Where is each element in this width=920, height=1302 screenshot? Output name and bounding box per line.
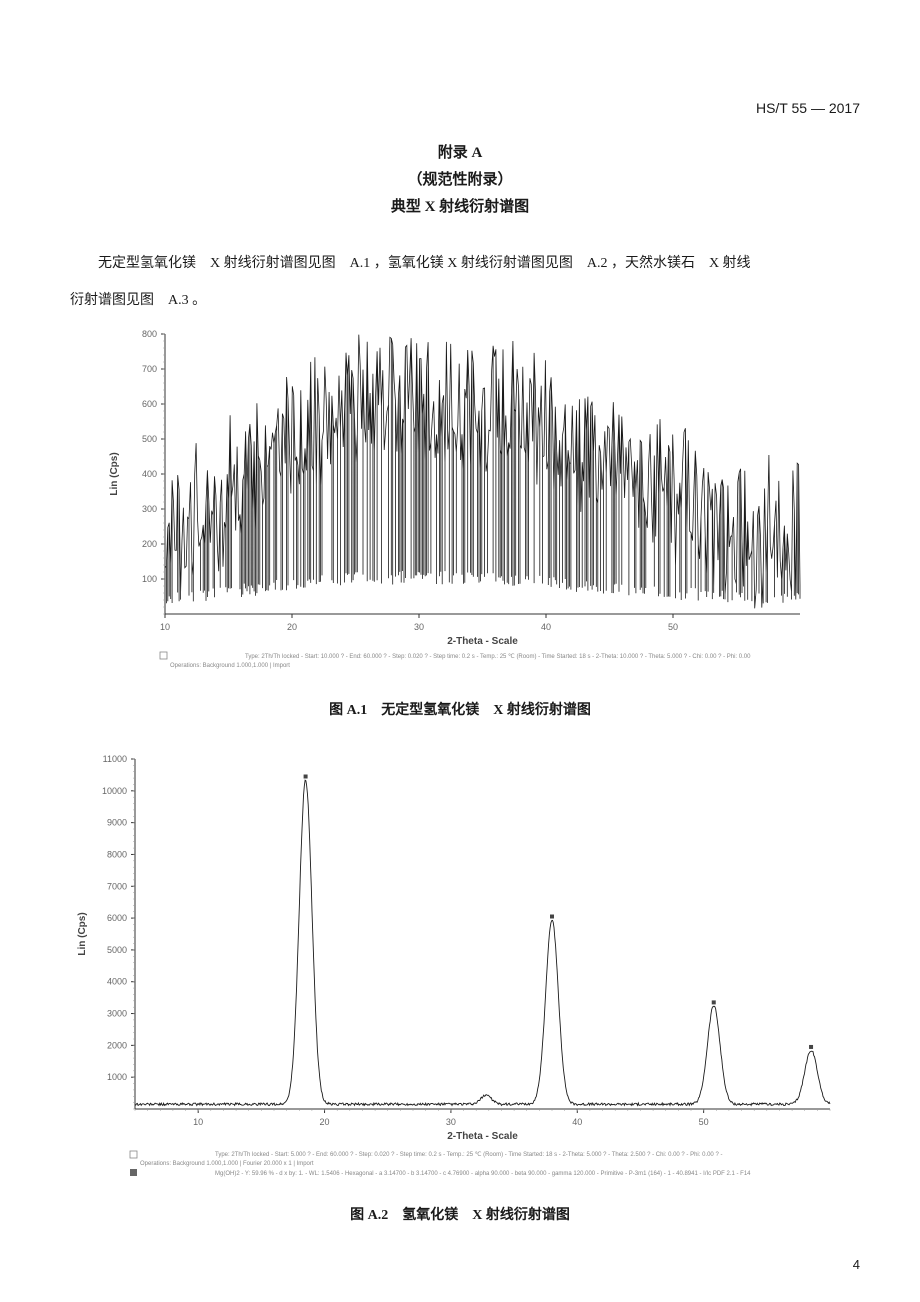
svg-text:Operations: Background 1.000,1: Operations: Background 1.000,1.000 | Fou… xyxy=(140,1161,314,1167)
document-code: HS/T 55 — 2017 xyxy=(756,100,860,116)
svg-text:30: 30 xyxy=(446,1117,456,1127)
svg-text:30: 30 xyxy=(414,622,424,632)
intro-paragraph-line2: 衍射谱图见图 A.3 。 xyxy=(60,288,860,315)
figure-a1-caption: 图 A.1 无定型氢氧化镁 X 射线衍射谱图 xyxy=(60,699,860,719)
svg-text:20: 20 xyxy=(320,1117,330,1127)
svg-text:3000: 3000 xyxy=(107,1009,127,1019)
svg-text:6000: 6000 xyxy=(107,913,127,923)
figure-a1-container: 100 200 300 400 500 600 700 800 10 20 30 40 50 2-Thet… xyxy=(60,324,860,719)
svg-text:400: 400 xyxy=(142,469,157,479)
svg-text:500: 500 xyxy=(142,434,157,444)
svg-text:40: 40 xyxy=(541,622,551,632)
xrd-chart-a1: 100 200 300 400 500 600 700 800 10 20 30 40 50 2-Thet… xyxy=(100,324,820,684)
svg-text:2-Theta - Scale: 2-Theta - Scale xyxy=(447,1131,518,1142)
figure-a2-container: 1000 2000 3000 4000 5000 6000 7000 8000 9000 1000… xyxy=(60,749,860,1224)
svg-text:2-Theta - Scale: 2-Theta - Scale xyxy=(447,636,518,647)
figure-a2-caption: 图 A.2 氢氧化镁 X 射线衍射谱图 xyxy=(60,1204,860,1224)
svg-text:600: 600 xyxy=(142,399,157,409)
svg-text:50: 50 xyxy=(699,1117,709,1127)
svg-text:200: 200 xyxy=(142,539,157,549)
svg-text:800: 800 xyxy=(142,329,157,339)
svg-text:1000: 1000 xyxy=(107,1072,127,1082)
svg-text:Type: 2Th/Th locked - Start: 5: Type: 2Th/Th locked - Start: 5.000 ? - E… xyxy=(215,1152,722,1158)
appendix-title: 典型 X 射线衍射谱图 xyxy=(60,194,860,221)
svg-text:10000: 10000 xyxy=(102,786,127,796)
svg-text:Type: 2Th/Th locked - Start: 1: Type: 2Th/Th locked - Start: 10.000 ? - … xyxy=(245,654,751,660)
svg-text:Lin (Cps): Lin (Cps) xyxy=(77,913,88,956)
svg-text:10: 10 xyxy=(160,622,170,632)
svg-text:40: 40 xyxy=(572,1117,582,1127)
svg-text:20: 20 xyxy=(287,622,297,632)
svg-text:Operations: Background 1.000,1: Operations: Background 1.000,1.000 | Imp… xyxy=(170,663,290,669)
svg-text:8000: 8000 xyxy=(107,850,127,860)
appendix-label: 附录 A xyxy=(60,140,860,167)
appendix-header: 附录 A （规范性附录） 典型 X 射线衍射谱图 xyxy=(60,140,860,221)
svg-text:10: 10 xyxy=(193,1117,203,1127)
appendix-type: （规范性附录） xyxy=(60,167,860,194)
svg-text:7000: 7000 xyxy=(107,881,127,891)
svg-text:50: 50 xyxy=(668,622,678,632)
xrd-chart-a2: 1000 2000 3000 4000 5000 6000 7000 8000 9000 1000… xyxy=(70,749,850,1189)
svg-text:100: 100 xyxy=(142,574,157,584)
svg-text:700: 700 xyxy=(142,364,157,374)
svg-text:300: 300 xyxy=(142,504,157,514)
svg-text:2000: 2000 xyxy=(107,1041,127,1051)
svg-text:Lin (Cps): Lin (Cps) xyxy=(109,453,120,496)
svg-text:9000: 9000 xyxy=(107,818,127,828)
intro-paragraph-line1: 无定型氢氧化镁 X 射线衍射谱图见图 A.1 ，氢氧化镁 X 射线衍射谱图见图 … xyxy=(60,251,860,278)
svg-text:Mg(OH)2 - Y: 59.96 % - d x by:: Mg(OH)2 - Y: 59.96 % - d x by: 1. - WL: … xyxy=(215,1171,751,1177)
svg-text:11000: 11000 xyxy=(103,754,127,764)
svg-text:5000: 5000 xyxy=(107,945,127,955)
svg-text:4000: 4000 xyxy=(107,977,127,987)
page-number: 4 xyxy=(853,1257,860,1272)
